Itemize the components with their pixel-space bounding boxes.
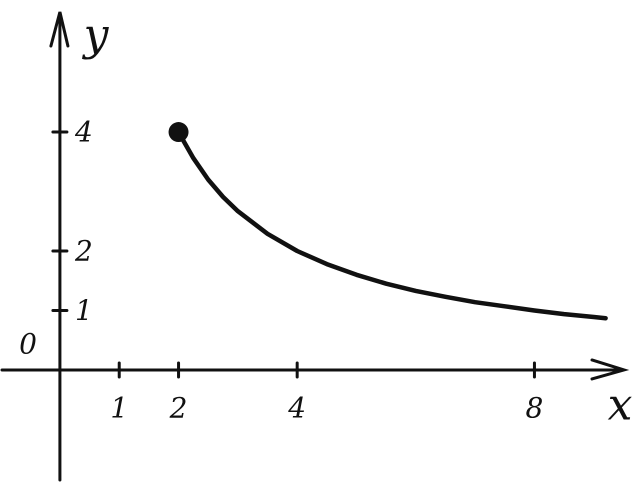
y-axis-arrow (49, 11, 70, 48)
start-point (168, 122, 189, 143)
x-tick-label: 4 (287, 391, 306, 424)
x-tick-label: 8 (526, 391, 544, 424)
x-tick-label: 2 (169, 391, 188, 424)
x-tick-label: 1 (110, 391, 128, 424)
y-tick-label: 1 (75, 294, 93, 327)
y-tick-label: 2 (74, 235, 93, 268)
x-axis-arrow (590, 358, 630, 381)
y-tick-label: 4 (74, 116, 93, 149)
x-axis-label: x (608, 380, 633, 431)
y-axis-label: y (82, 10, 110, 61)
curve (176, 129, 608, 321)
origin-label: 0 (19, 328, 37, 361)
